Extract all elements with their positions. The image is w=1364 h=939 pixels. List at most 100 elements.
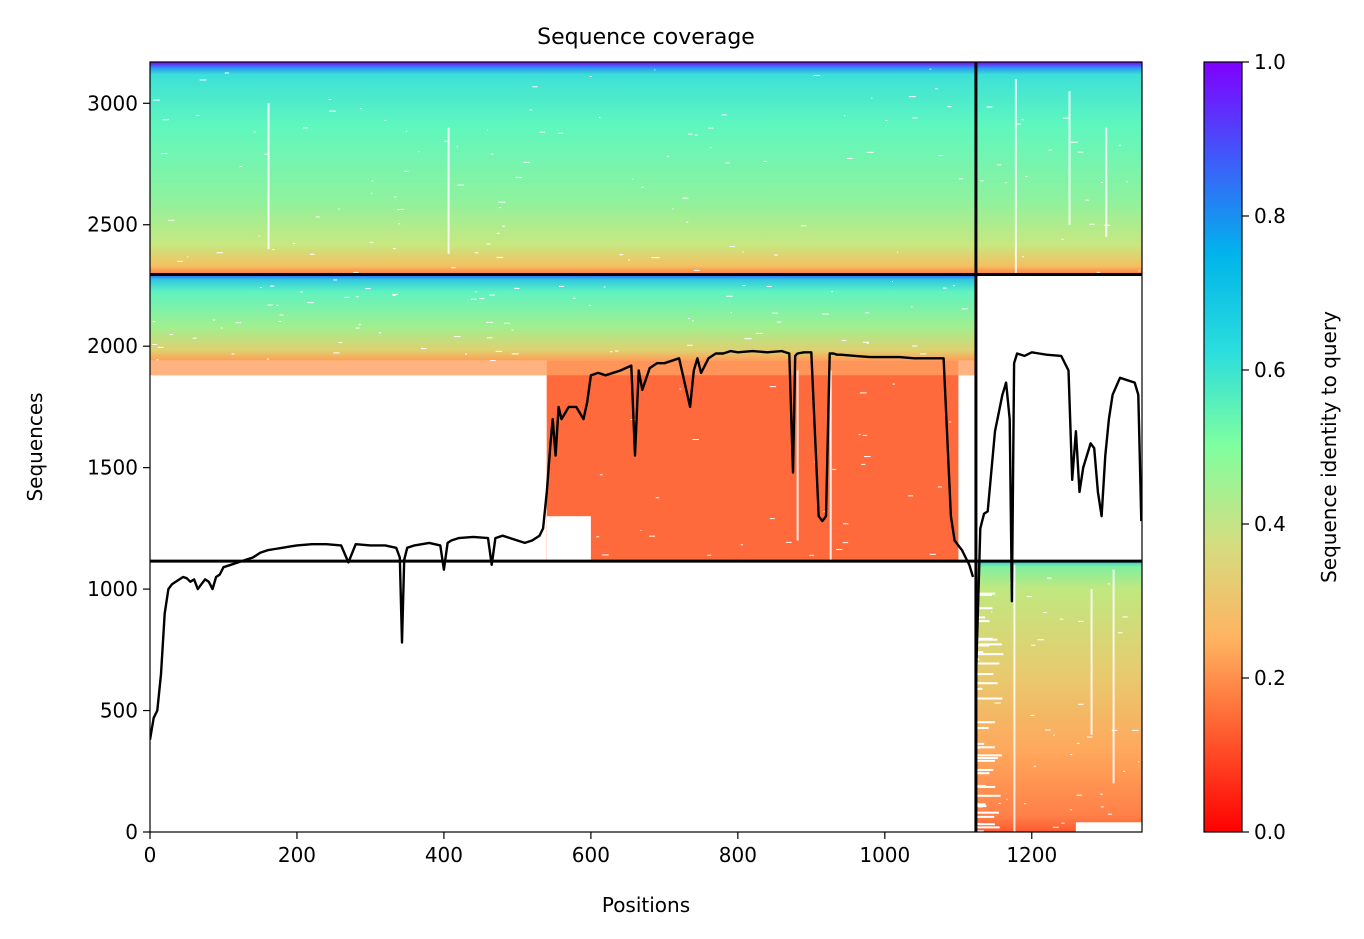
gap-speck — [405, 130, 408, 132]
gap-speck — [1118, 144, 1122, 146]
gap-speck — [315, 216, 320, 218]
gap-speck — [224, 72, 230, 74]
gap-speck — [686, 221, 689, 223]
gap-speck — [1061, 238, 1064, 240]
gap-edge — [975, 651, 984, 654]
gap-edge — [975, 746, 995, 749]
gap-speck — [418, 151, 420, 153]
gap-speck — [686, 344, 693, 346]
gap-edge — [975, 620, 990, 623]
gap-speck — [769, 386, 777, 388]
y-tick-label: 3000 — [87, 91, 138, 115]
gap-speck — [253, 131, 256, 133]
gap-speck — [990, 611, 993, 613]
gap-speck — [371, 180, 374, 182]
gap-speck — [486, 129, 488, 131]
gap-speck — [1070, 754, 1073, 756]
gap-speck — [235, 322, 242, 324]
gap-speck — [258, 235, 260, 237]
gap-speck — [353, 271, 359, 273]
gap-speck — [300, 291, 303, 293]
gap-speck — [489, 294, 495, 296]
gap-speck — [1061, 822, 1065, 824]
gap-speck — [822, 313, 829, 315]
gap-speck — [263, 153, 269, 155]
coverage-gaps — [152, 68, 1142, 832]
gap-speck — [486, 337, 493, 339]
gap-speck — [938, 155, 943, 157]
gap-speck — [444, 140, 450, 142]
x-tick-label: 400 — [425, 843, 463, 867]
gap-speck — [1103, 224, 1111, 226]
gap-speck — [961, 308, 968, 310]
gap-speck — [1030, 714, 1035, 716]
gap-speck — [216, 252, 224, 254]
gap-speck — [641, 186, 644, 188]
gap-speck — [908, 96, 916, 98]
gap-edge — [975, 823, 995, 826]
gap-speck — [726, 295, 733, 297]
gap-speck — [177, 260, 183, 262]
gap-speck — [329, 110, 336, 112]
gap-speck — [929, 68, 932, 70]
gap-speck — [539, 131, 546, 133]
gap-edge — [975, 815, 995, 818]
gap-streak — [1090, 589, 1093, 735]
gap-speck — [328, 99, 332, 101]
gap-speck — [152, 99, 160, 101]
gap-edge — [975, 768, 994, 771]
gap-speck — [152, 321, 156, 323]
gap-speck — [450, 267, 456, 269]
gap-speck — [861, 463, 866, 465]
gap-speck — [306, 302, 314, 304]
gap-speck — [398, 223, 401, 225]
gap-speck — [1059, 618, 1064, 620]
gap-speck — [192, 337, 197, 339]
x-axis-ticks: 0 200 400 600 800 1000 1200 — [144, 832, 1057, 867]
gap-speck — [911, 306, 913, 308]
gap-speck — [1138, 270, 1140, 272]
gap-speck — [1085, 199, 1089, 201]
gap-speck — [456, 146, 459, 148]
gap-speck — [814, 461, 816, 463]
gap-speck — [980, 180, 984, 182]
gap-speck — [404, 170, 409, 172]
gap-speck — [503, 322, 511, 324]
gap-edge — [975, 830, 984, 832]
gap-edge — [975, 687, 983, 690]
gap-speck — [470, 298, 477, 300]
gap-speck — [152, 343, 158, 345]
gap-speck — [1006, 798, 1008, 800]
gap-streak — [829, 370, 832, 562]
gap-speck — [276, 304, 279, 306]
gap-speck — [1108, 813, 1112, 815]
gap-speck — [162, 119, 169, 121]
gap-edge — [975, 754, 1002, 757]
gap-edge — [975, 644, 990, 647]
chart-title: Sequence coverage — [537, 25, 755, 50]
gap-speck — [1132, 729, 1139, 731]
gap-speck — [420, 348, 427, 350]
gap-speck — [1087, 736, 1093, 738]
gap-speck — [1022, 256, 1024, 258]
gap-speck — [196, 115, 200, 117]
gap-speck — [360, 108, 362, 110]
gap-speck — [515, 176, 523, 178]
gap-speck — [619, 254, 624, 256]
gap-edge — [975, 592, 996, 595]
coverage-block — [975, 561, 1142, 832]
gap-streak — [1105, 127, 1108, 237]
colorbar-tick-label: 0.4 — [1254, 512, 1286, 536]
gap-speck — [948, 421, 952, 423]
gap-speck — [1111, 729, 1118, 731]
gap-edge — [975, 826, 1000, 829]
gap-edge — [975, 805, 987, 808]
gap-speck — [862, 434, 868, 436]
gap-speck — [392, 294, 396, 296]
colorbar-label: Sequence identity to query — [1317, 311, 1341, 583]
gap-speck — [457, 184, 464, 186]
gap-speck — [864, 456, 871, 458]
coverage-block — [150, 274, 976, 361]
gap-speck — [161, 153, 168, 155]
gap-speck — [511, 329, 514, 331]
